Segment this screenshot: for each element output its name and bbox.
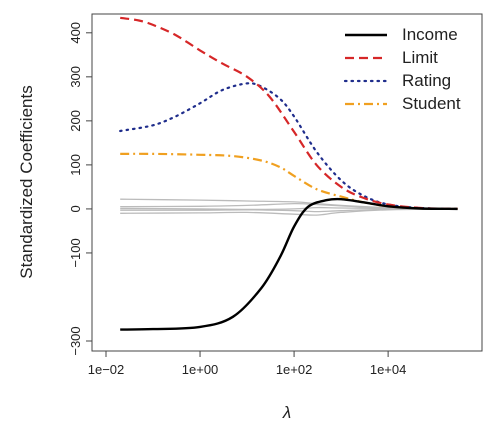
y-tick-label-1: 300 — [68, 66, 83, 88]
series-line-student — [120, 152, 458, 210]
x-tick-label-0: 1e−02 — [88, 362, 125, 377]
x-tick-label-3: 1e+04 — [370, 362, 407, 377]
legend-label-income: Income — [402, 25, 458, 44]
y-tick-label-2: 200 — [68, 110, 83, 132]
legend-label-student: Student — [402, 94, 461, 113]
legend: Income Limit Rating Student — [343, 25, 461, 113]
x-axis-title: λ — [282, 403, 291, 422]
y-tick-label-0: 400 — [68, 22, 83, 44]
y-tick-label-5: −100 — [68, 238, 83, 267]
y-tick-label-4: 0 — [68, 205, 83, 212]
legend-label-limit: Limit — [402, 48, 438, 67]
x-tick-label-2: 1e+02 — [276, 362, 313, 377]
y-axis: 400 300 200 100 0 −100 −300 — [68, 22, 93, 356]
legend-label-rating: Rating — [402, 71, 451, 90]
highlighted-coefficient-lines — [119, 16, 459, 331]
x-axis: 1e−02 1e+00 1e+02 1e+04 — [88, 350, 407, 377]
series-line-income — [120, 197, 458, 331]
x-tick-label-1: 1e+00 — [182, 362, 219, 377]
background-coefficient-lines — [120, 198, 458, 216]
background-line-3 — [120, 208, 458, 216]
y-tick-label-6: −300 — [68, 326, 83, 355]
y-tick-label-3: 100 — [68, 154, 83, 176]
y-axis-title: Standardized Coefficients — [17, 85, 36, 278]
series-line-limit — [120, 16, 458, 210]
series-line-rating — [119, 82, 459, 210]
